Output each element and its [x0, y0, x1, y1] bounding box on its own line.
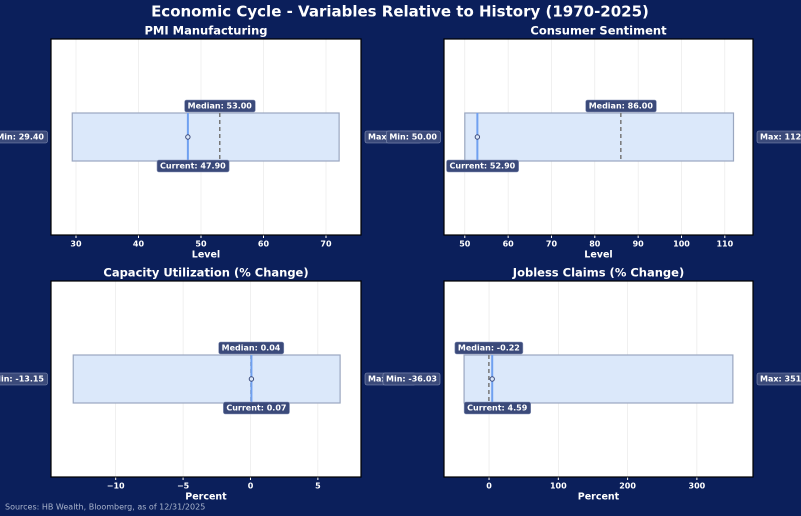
x-tick-label: 70	[546, 240, 558, 249]
max-label-box	[756, 130, 801, 144]
median-label-box	[585, 99, 657, 113]
x-tick-label: 60	[258, 240, 270, 249]
current-label: Current: 52.90	[450, 162, 516, 171]
current-label: Current: 47.90	[160, 162, 226, 171]
range-box	[464, 112, 735, 162]
current-marker	[474, 134, 481, 140]
median-label-box	[184, 99, 256, 113]
current-label: Current: 0.07	[226, 404, 286, 413]
median-label: Median: 53.00	[188, 102, 253, 111]
min-label: Min: 50.00	[389, 133, 437, 142]
axes-frame	[50, 38, 362, 236]
footnote: Sources: HB Wealth, Bloomberg, as of 12/…	[5, 503, 205, 512]
x-tick-label: 50	[195, 240, 207, 249]
current-label-box	[446, 159, 519, 173]
min-label: Min: -36.03	[386, 375, 437, 384]
max-label: Max: 112.00	[760, 133, 801, 142]
current-label-box	[156, 159, 230, 173]
x-tick-label: 110	[716, 240, 733, 249]
min-label-box	[0, 130, 48, 144]
min-label-box	[0, 372, 48, 386]
current-marker	[248, 376, 255, 382]
panel-title: PMI Manufacturing	[144, 24, 267, 38]
x-axis-label: Percent	[185, 492, 227, 503]
x-tick-label: 0	[486, 482, 492, 491]
median-label: Median: 0.04	[222, 344, 281, 353]
x-tick-label: 300	[689, 482, 706, 491]
figure-title: Economic Cycle - Variables Relative to H…	[151, 3, 649, 21]
axes-frame	[50, 280, 362, 478]
range-box	[72, 354, 341, 404]
panel-title: Consumer Sentiment	[530, 24, 667, 38]
x-tick-label: 30	[70, 240, 82, 249]
axes-frame	[443, 280, 754, 478]
median-label-box	[454, 341, 524, 355]
x-tick-label: 60	[503, 240, 515, 249]
panel-title: Jobless Claims (% Change)	[512, 266, 684, 280]
axes-frame	[443, 38, 754, 236]
x-tick-label: 5	[315, 482, 321, 491]
min-label-box	[386, 130, 441, 144]
x-tick-label: 200	[619, 482, 636, 491]
current-label-box	[223, 401, 290, 415]
x-axis-label: Percent	[578, 492, 620, 503]
min-label: Min: 29.40	[0, 133, 44, 142]
median-label-box	[218, 341, 285, 355]
x-tick-label: 40	[133, 240, 145, 249]
current-label: Current: 4.59	[467, 404, 528, 413]
range-box	[463, 354, 734, 404]
panel-title: Capacity Utilization (% Change)	[103, 266, 308, 280]
x-tick-label: 70	[320, 240, 332, 249]
x-tick-label: 80	[589, 240, 601, 249]
median-label: Median: 86.00	[589, 102, 654, 111]
max-label-box	[756, 372, 801, 386]
current-marker	[185, 134, 191, 140]
median-label: Median: -0.22	[458, 344, 520, 353]
x-axis-label: Level	[192, 250, 220, 261]
min-label-box	[382, 372, 441, 386]
x-tick-label: −5	[177, 482, 190, 491]
range-box	[71, 112, 340, 162]
max-label: Max: 351.95	[760, 375, 801, 384]
current-label-box	[463, 401, 532, 415]
x-tick-label: −10	[107, 482, 125, 491]
x-tick-label: 100	[550, 482, 567, 491]
min-label: Min: -13.15	[0, 375, 44, 384]
x-tick-label: 90	[633, 240, 645, 249]
x-tick-label: 50	[459, 240, 471, 249]
x-tick-label: 100	[673, 240, 690, 249]
x-axis-label: Level	[584, 250, 612, 261]
current-marker	[489, 376, 495, 382]
x-tick-label: 0	[248, 482, 254, 491]
